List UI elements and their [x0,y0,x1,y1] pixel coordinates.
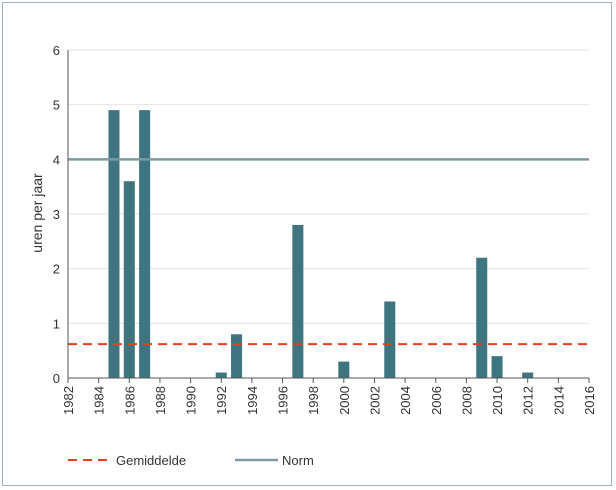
x-tick-label: 1982 [61,386,76,415]
x-tick-label: 2002 [367,386,382,415]
axes [67,50,590,383]
bar [123,181,135,378]
x-tick-label: 1990 [184,386,199,415]
legend: Gemiddelde Norm [68,453,314,468]
x-tick-label: 1986 [122,386,137,415]
x-tick-label: 2000 [337,386,352,415]
bar [338,361,350,378]
bar [108,110,120,378]
grid-lines [68,49,589,324]
bar [522,372,534,378]
reference-lines [68,158,589,346]
x-tick-label: 1996 [276,386,291,415]
x-tick-label: 2006 [429,386,444,415]
y-tick-label: 5 [53,98,60,113]
bar [231,334,243,378]
x-tick-label: 2014 [551,386,566,415]
x-tick-label: 1988 [153,386,168,415]
x-tick-label: 2010 [490,386,505,415]
x-tick-label: 1984 [92,386,107,415]
x-tick-label: 1998 [306,386,321,415]
chart-frame [2,2,612,486]
x-tick-label: 1992 [214,386,229,415]
bar [491,356,503,378]
x-tick-label: 2016 [582,386,597,415]
legend-label-norm: Norm [282,453,314,468]
y-tick-label: 6 [53,43,60,58]
legend-label-gemiddelde: Gemiddelde [116,453,186,468]
x-tick-label: 2004 [398,386,413,415]
bar [292,224,304,378]
bar [139,110,151,378]
y-tick-labels: 0 1 2 3 4 5 6 [53,43,60,386]
y-tick-label: 0 [53,371,60,386]
x-tick-labels: 1982 1984 1986 1988 1990 1992 1994 1996 1998 2000… [61,386,597,415]
bar [476,257,488,378]
y-tick-label: 1 [53,316,60,331]
x-tick-label: 2012 [521,386,536,415]
x-tick-label: 2008 [459,386,474,415]
y-tick-label: 2 [53,262,60,277]
bars [108,110,534,378]
x-tick-label: 1994 [245,386,260,415]
y-tick-label: 4 [53,152,60,167]
y-axis-label: uren per jaar [29,173,45,253]
bar [215,372,227,378]
bar [384,301,396,378]
y-tick-label: 3 [53,207,60,222]
